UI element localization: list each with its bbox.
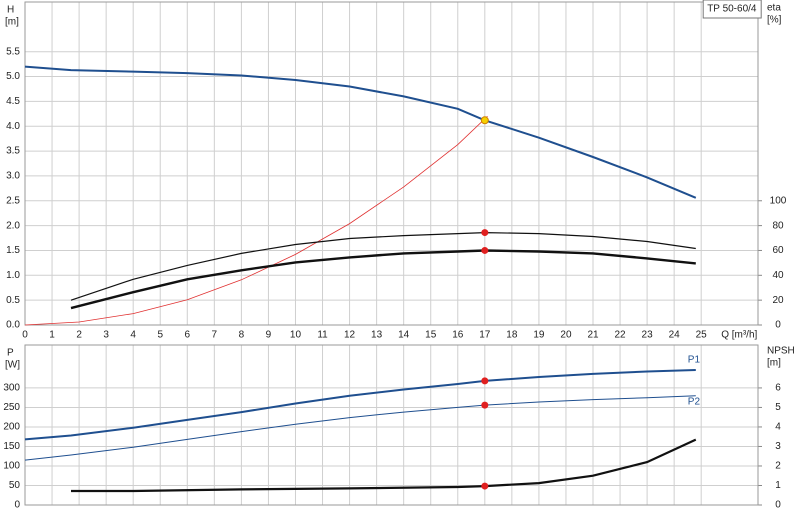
curve (70, 249, 696, 310)
y-tick-label: 250 (3, 402, 20, 413)
curve (24, 395, 696, 461)
y2-tick-label: 80 (772, 220, 784, 231)
y2-tick-label: 3 (775, 441, 781, 452)
y2-tick-label: 0 (775, 500, 781, 511)
x-tick-label: 23 (642, 330, 654, 341)
y2-tick-label: 5 (775, 402, 781, 413)
curve (70, 231, 696, 301)
y-tick-label: 5.0 (6, 71, 20, 82)
x-tick-label: 25 (696, 330, 708, 341)
y2-tick-label: 40 (772, 270, 784, 281)
y-axis-unit: [W] (5, 360, 20, 371)
y-axis-unit: [m] (5, 17, 19, 28)
curve (24, 369, 696, 441)
x-tick-label: 2 (76, 330, 82, 341)
y-tick-label: 150 (3, 441, 20, 452)
x-tick-label: 11 (317, 330, 328, 341)
x-axis-title: Q [m³/h] (721, 330, 757, 341)
y-tick-label: 0.0 (6, 320, 20, 331)
plot-frame (24, 1, 759, 326)
duty-point (481, 229, 489, 237)
duty-point (481, 246, 489, 254)
y-tick-label: 50 (9, 480, 21, 491)
x-tick-label: 8 (239, 330, 245, 341)
y-tick-label: 1.5 (6, 245, 20, 256)
y-tick-label: 2.5 (6, 195, 20, 206)
x-tick-label: 21 (587, 330, 599, 341)
x-tick-label: 3 (103, 330, 109, 341)
x-tick-label: 7 (212, 330, 218, 341)
y-tick-label: 100 (3, 461, 20, 472)
x-tick-label: 0 (22, 330, 28, 341)
plot-frame (24, 344, 759, 506)
duty-point (481, 482, 489, 490)
curve (24, 65, 697, 199)
x-tick-label: 12 (344, 330, 356, 341)
y-tick-label: 5.5 (6, 46, 20, 57)
x-tick-label: 13 (371, 330, 383, 341)
y-tick-label: 3.0 (6, 171, 20, 182)
x-tick-label: 1 (49, 330, 55, 341)
y2-tick-label: 20 (772, 295, 784, 306)
y2-tick-label: 100 (770, 195, 787, 206)
y-tick-label: 300 (3, 383, 20, 394)
y2-tick-label: 0 (775, 320, 781, 331)
y-tick-label: 1.0 (6, 270, 20, 281)
curve-label: P1 (688, 355, 701, 366)
duty-point (481, 401, 489, 409)
x-tick-label: 14 (398, 330, 410, 341)
x-tick-label: 15 (425, 330, 437, 341)
y-axis-title: P (7, 348, 14, 359)
y-tick-label: 0 (14, 500, 20, 511)
x-tick-label: 24 (669, 330, 681, 341)
x-tick-label: 20 (560, 330, 572, 341)
x-tick-label: 4 (130, 330, 136, 341)
y2-tick-label: 1 (775, 480, 781, 491)
y2-axis-title: eta (767, 3, 781, 14)
y2-axis-unit: [m] (767, 358, 781, 369)
x-tick-label: 6 (185, 330, 191, 341)
y-tick-label: 2.0 (6, 220, 20, 231)
y-tick-label: 0.5 (6, 295, 20, 306)
x-tick-label: 18 (506, 330, 518, 341)
x-tick-label: 16 (452, 330, 464, 341)
x-tick-label: 22 (614, 330, 626, 341)
y2-axis-title: NPSH (767, 346, 795, 357)
curve (71, 438, 697, 493)
x-tick-label: 10 (290, 330, 302, 341)
y-tick-label: 4.5 (6, 96, 20, 107)
y-tick-label: 200 (3, 422, 20, 433)
y2-tick-label: 60 (772, 245, 784, 256)
y2-tick-label: 6 (775, 383, 781, 394)
x-tick-label: 19 (533, 330, 545, 341)
model-box (702, 0, 762, 19)
y-tick-label: 4.0 (6, 121, 20, 132)
x-tick-label: 5 (157, 330, 163, 341)
model-label: TP 50-60/4 (707, 4, 757, 15)
y2-tick-label: 2 (775, 461, 781, 472)
y-axis-title: H (7, 5, 14, 16)
y2-axis-unit: [%] (767, 15, 782, 26)
duty-point (480, 116, 489, 125)
duty-point (481, 377, 489, 385)
curve-label: P2 (688, 396, 701, 407)
x-tick-label: 9 (266, 330, 272, 341)
x-tick-label: 17 (479, 330, 491, 341)
y2-tick-label: 4 (775, 422, 781, 433)
y-tick-label: 3.5 (6, 146, 20, 157)
